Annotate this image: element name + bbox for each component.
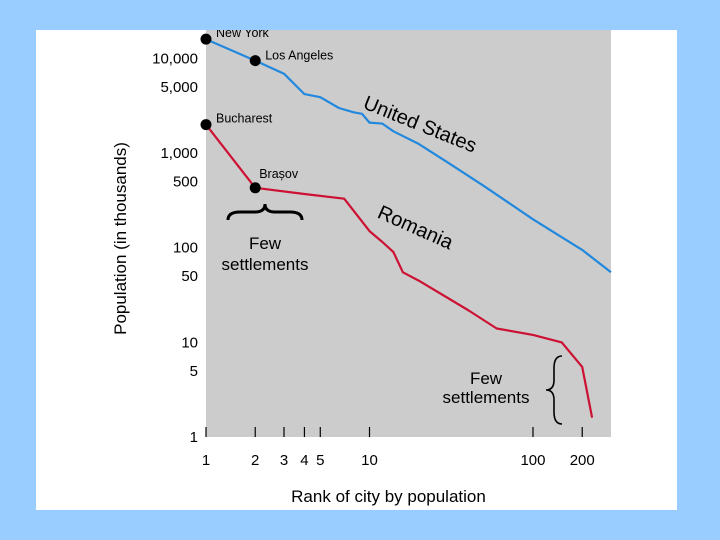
point-brasov — [249, 182, 261, 194]
y-tick-label-10: 10 — [181, 334, 198, 351]
point-label-bucharest: Bucharest — [216, 112, 273, 126]
y-tick-label-100: 100 — [173, 240, 198, 257]
point-label-los-angeles: Los Angeles — [265, 49, 333, 63]
series-layer — [205, 38, 612, 418]
slide: 1 2 3 4 5 10 100 200 1 5 10 50 100 500 1,000 5,000 10,0… — [36, 30, 677, 510]
x-tick-label-200: 200 — [570, 452, 595, 469]
x-tick-label-5: 5 — [316, 452, 324, 469]
brace-right — [545, 355, 563, 425]
y-tick-label-1: 1 — [190, 429, 198, 446]
brace-left — [226, 203, 304, 221]
annotation-right-line1: Few — [470, 369, 503, 388]
y-tick-label-1-000: 1,000 — [160, 145, 198, 162]
y-ticks: 1 5 10 50 100 500 1,000 5,000 10,000 — [152, 50, 198, 446]
y-tick-label-5: 5 — [190, 363, 198, 380]
x-tick-label-3: 3 — [280, 452, 288, 469]
point-label-brasov: Brașov — [259, 167, 299, 181]
plot-area — [206, 30, 611, 437]
x-axis-label: Rank of city by population — [291, 487, 486, 506]
point-los-angeles — [249, 55, 261, 67]
brace-layer — [226, 203, 563, 425]
x-ticks: 1 2 3 4 5 10 100 200 — [202, 427, 595, 469]
x-tick-label-4: 4 — [300, 452, 308, 469]
y-tick-label-10-000: 10,000 — [152, 50, 198, 67]
x-tick-label-100: 100 — [520, 452, 545, 469]
annotation-right-line2: settlements — [443, 388, 530, 407]
annotation-left-line2: settlements — [222, 255, 309, 274]
annotation-left-line1: Few — [249, 234, 282, 253]
rank-size-chart: 1 2 3 4 5 10 100 200 1510501005001,0005,00010,0… — [111, 30, 612, 506]
x-tick-label-1: 1 — [202, 452, 210, 469]
point-bucharest — [200, 119, 212, 131]
y-axis-label: Population (in thousands) — [111, 142, 130, 335]
y-tick-label-5-000: 5,000 — [160, 79, 198, 96]
y-tick-label-500: 500 — [173, 174, 198, 191]
x-tick-label-10: 10 — [361, 452, 378, 469]
x-tick-label-2: 2 — [251, 452, 259, 469]
points-layer — [200, 33, 261, 194]
series-line-romania — [205, 123, 594, 418]
y-tick-label-50: 50 — [181, 268, 198, 285]
series-line-united-states — [205, 38, 612, 274]
point-new-york — [200, 33, 212, 45]
point-label-new-york: New York — [216, 30, 270, 40]
